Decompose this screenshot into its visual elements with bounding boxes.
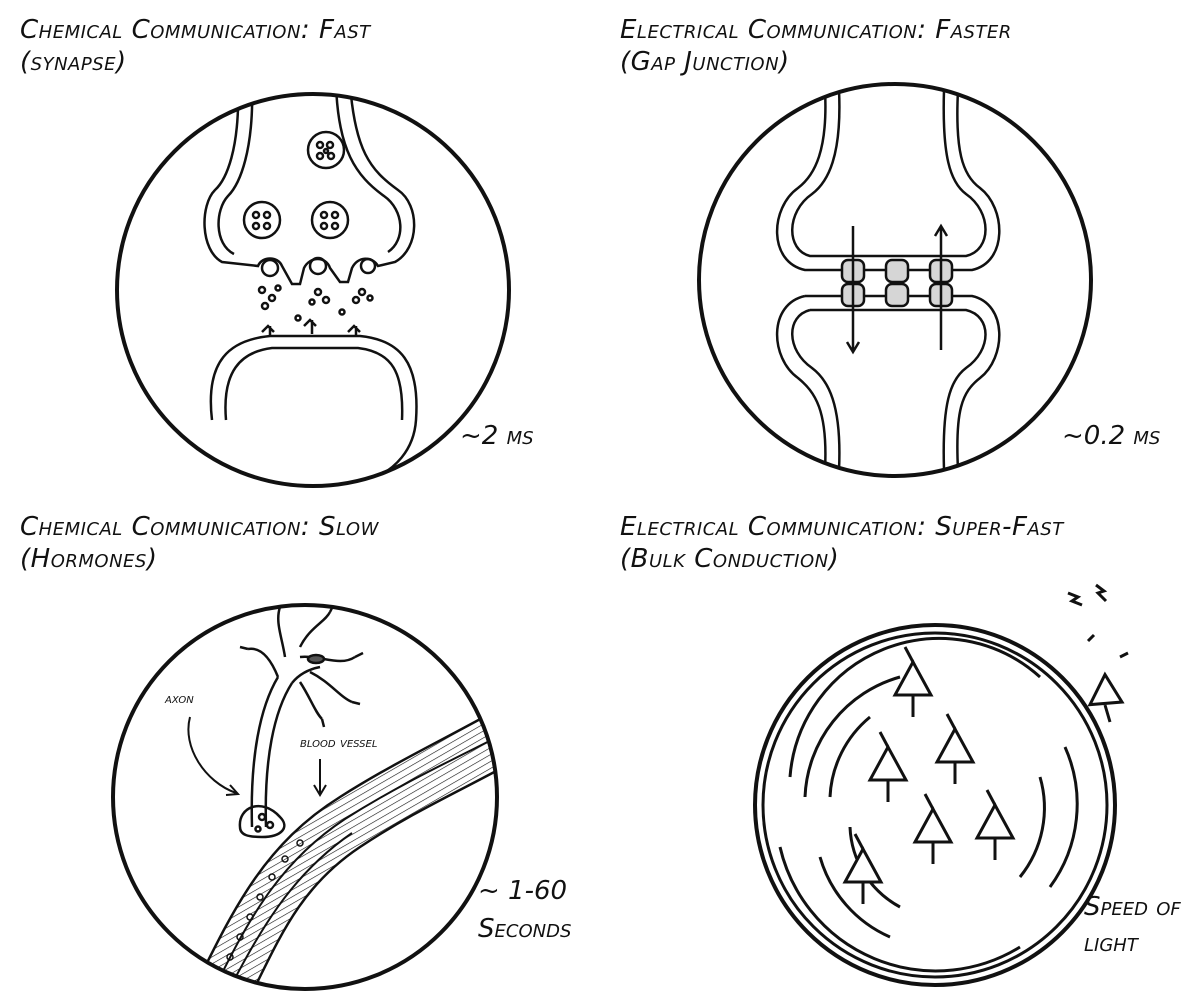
panel-title: Chemical Communication: Slow (Hormones)	[20, 511, 379, 575]
panel-title-main: Chemical Communication: Fast	[20, 15, 371, 45]
panel-title-main: Electrical Communication: Faster	[620, 15, 1012, 45]
axon-label: axon	[165, 691, 194, 707]
panel-electrical-faster: Electrical Communication: Faster (Gap Ju…	[600, 0, 1200, 497]
timing-label-line2: Seconds	[478, 914, 572, 944]
panel-chemical-slow: Chemical Communication: Slow (Hormones) …	[0, 497, 600, 994]
timing-label-line1: Speed of	[1084, 892, 1181, 922]
panel-electrical-super-fast: Electrical Communication: Super-Fast (Bu…	[600, 497, 1200, 994]
panel-subtitle: (synapse)	[20, 47, 127, 77]
panel-subtitle: (Bulk Conduction)	[620, 544, 840, 574]
timing-label: ~2 ms	[460, 421, 534, 451]
timing-label-line2: light	[1084, 928, 1138, 958]
blood-vessel-label: blood vessel	[300, 735, 378, 751]
gap-junction-illustration	[697, 82, 1093, 478]
synapse-illustration	[115, 92, 511, 488]
timing-label-line1: ~ 1-60	[478, 876, 568, 906]
panel-title: Electrical Communication: Faster (Gap Ju…	[620, 14, 1012, 78]
hormone-illustration	[111, 603, 499, 991]
panel-subtitle: (Hormones)	[20, 544, 158, 574]
panel-title: Electrical Communication: Super-Fast (Bu…	[620, 511, 1064, 575]
timing-label: ~0.2 ms	[1062, 421, 1161, 451]
bulk-conduction-illustration	[753, 583, 1129, 987]
panel-title-main: Electrical Communication: Super-Fast	[620, 512, 1064, 542]
panel-title-main: Chemical Communication: Slow	[20, 512, 379, 542]
panel-title: Chemical Communication: Fast (synapse)	[20, 14, 371, 78]
panel-subtitle: (Gap Junction)	[620, 47, 790, 77]
panel-chemical-fast: Chemical Communication: Fast (synapse) ~…	[0, 0, 600, 497]
